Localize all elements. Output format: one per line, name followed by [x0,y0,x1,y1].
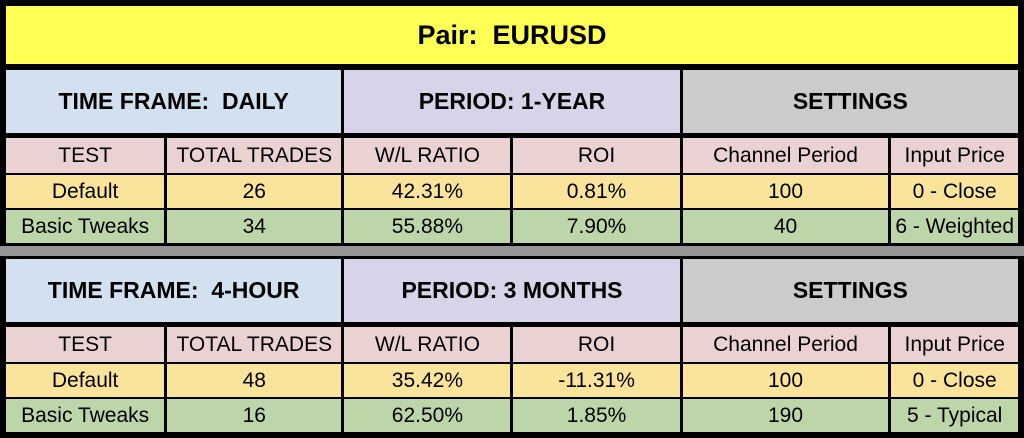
period-header-4-hour: PERIOD: 3 MONTHS [344,259,680,322]
column-header-total-trades: TOTAL TRADES [167,138,342,173]
column-header-total-trades: TOTAL TRADES [167,327,342,362]
cell-test: Basic Tweaks [6,210,165,243]
section-header-row: TIME FRAME: 4-HOUR PERIOD: 3 MONTHS SETT… [6,259,1018,322]
cell-input-price: 0 - Close [891,364,1018,397]
column-header-test: TEST [6,138,165,173]
cell-total-trades: 48 [167,364,342,397]
column-header-roi: ROI [513,327,680,362]
column-header-input-price: Input Price [891,327,1018,362]
cell-wl-ratio: 42.31% [344,175,511,208]
cell-wl-ratio: 55.88% [344,210,511,243]
cell-total-trades: 26 [167,175,342,208]
cell-roi: 1.85% [513,399,680,432]
cell-channel-period: 190 [682,399,889,432]
cell-input-price: 5 - Typical [891,399,1018,432]
period-header-daily: PERIOD: 1-YEAR [344,70,680,133]
cell-test: Default [6,364,165,397]
section-4-hour: TIME FRAME: 4-HOUR PERIOD: 3 MONTHS SETT… [6,259,1018,432]
cell-channel-period: 100 [682,175,889,208]
cell-total-trades: 16 [167,399,342,432]
cell-roi: -11.31% [513,364,680,397]
column-header-wl-ratio: W/L RATIO [344,327,511,362]
time-frame-header-daily: TIME FRAME: DAILY [6,70,342,133]
settings-header-daily: SETTINGS [682,70,1018,133]
column-header-channel-period: Channel Period [682,327,889,362]
cell-roi: 0.81% [513,175,680,208]
cell-channel-period: 40 [682,210,889,243]
row-default: Default 26 42.31% 0.81% 100 0 - Close [6,175,1018,208]
column-header-channel-period: Channel Period [682,138,889,173]
column-header-test: TEST [6,327,165,362]
section-divider [0,246,1024,256]
cell-total-trades: 34 [167,210,342,243]
column-header-roi: ROI [513,138,680,173]
column-header-input-price: Input Price [891,138,1018,173]
cell-roi: 7.90% [513,210,680,243]
cell-test: Default [6,175,165,208]
cell-input-price: 0 - Close [891,175,1018,208]
cell-wl-ratio: 35.42% [344,364,511,397]
column-header-wl-ratio: W/L RATIO [344,138,511,173]
column-header-row: TEST TOTAL TRADES W/L RATIO ROI Channel … [6,138,1018,173]
section-header-row: TIME FRAME: DAILY PERIOD: 1-YEAR SETTING… [6,70,1018,133]
cell-wl-ratio: 62.50% [344,399,511,432]
row-basic-tweaks: Basic Tweaks 16 62.50% 1.85% 190 5 - Typ… [6,399,1018,432]
settings-header-4-hour: SETTINGS [682,259,1018,322]
column-header-row: TEST TOTAL TRADES W/L RATIO ROI Channel … [6,327,1018,362]
cell-channel-period: 100 [682,364,889,397]
cell-test: Basic Tweaks [6,399,165,432]
pair-title: Pair: EURUSD [6,6,1018,64]
cell-input-price: 6 - Weighted [891,210,1018,243]
section-daily: TIME FRAME: DAILY PERIOD: 1-YEAR SETTING… [6,70,1018,243]
row-default: Default 48 35.42% -11.31% 100 0 - Close [6,364,1018,397]
row-basic-tweaks: Basic Tweaks 34 55.88% 7.90% 40 6 - Weig… [6,210,1018,243]
time-frame-header-4-hour: TIME FRAME: 4-HOUR [6,259,342,322]
